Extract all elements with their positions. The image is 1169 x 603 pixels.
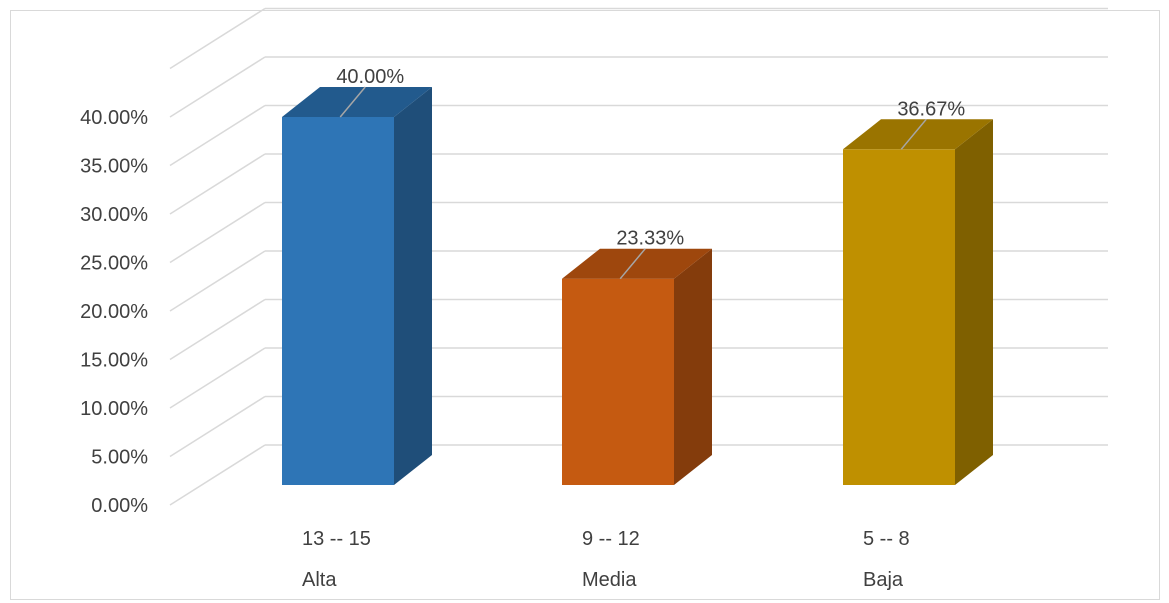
bar-front (282, 117, 394, 485)
gridline-side (169, 298, 266, 361)
bar-side (674, 248, 712, 485)
bar-front (562, 278, 674, 485)
gridline-side (169, 153, 266, 215)
x-category-label: 9 -- 12 (582, 528, 640, 550)
y-tick-label: 0.00% (91, 495, 148, 517)
x-group-label: Alta (302, 569, 337, 591)
bars (282, 87, 993, 486)
x-category-label: 5 -- 8 (863, 528, 910, 550)
y-tick-label: 25.00% (80, 253, 148, 275)
x-group-label: Baja (863, 569, 904, 591)
y-tick-label: 10.00% (80, 398, 148, 420)
bar-side (955, 119, 993, 486)
y-tick-label: 35.00% (80, 156, 148, 178)
gridline-side (169, 250, 266, 312)
gridline-side (169, 444, 266, 506)
data-labels: 40.00% 23.33% 36.67% (336, 66, 965, 280)
gridline-side (169, 104, 266, 167)
data-label: 36.67% (897, 98, 965, 120)
data-label-leader (900, 118, 927, 150)
data-label: 40.00% (336, 66, 404, 88)
data-label: 23.33% (616, 228, 684, 250)
bar-top (282, 87, 432, 117)
bar-front (843, 149, 955, 485)
data-label-leader (619, 248, 646, 280)
y-tick-label: 30.00% (80, 204, 148, 226)
bar-top (562, 248, 712, 279)
gridline-side (169, 7, 266, 70)
x-category-label: 13 -- 15 (302, 528, 371, 550)
x-group-label: Media (582, 569, 637, 591)
bar-top (843, 119, 993, 150)
gridline-side (169, 201, 266, 264)
data-label-leader (339, 86, 366, 118)
x-axis-labels: 13 -- 15 Alta 9 -- 12 Media 5 -- 8 Baja (302, 528, 910, 591)
y-tick-label: 20.00% (80, 301, 148, 323)
y-tick-label: 15.00% (80, 350, 148, 372)
y-axis-tick-labels: 0.00% 5.00% 10.00% 15.00% 20.00% 25.00% 30.00%… (80, 107, 148, 517)
gridline-side (169, 347, 266, 409)
y-tick-label: 5.00% (91, 447, 148, 469)
y-tick-label: 40.00% (80, 107, 148, 129)
gridline-side (169, 395, 266, 458)
bar-side (394, 87, 432, 485)
gridline-side (169, 56, 266, 118)
